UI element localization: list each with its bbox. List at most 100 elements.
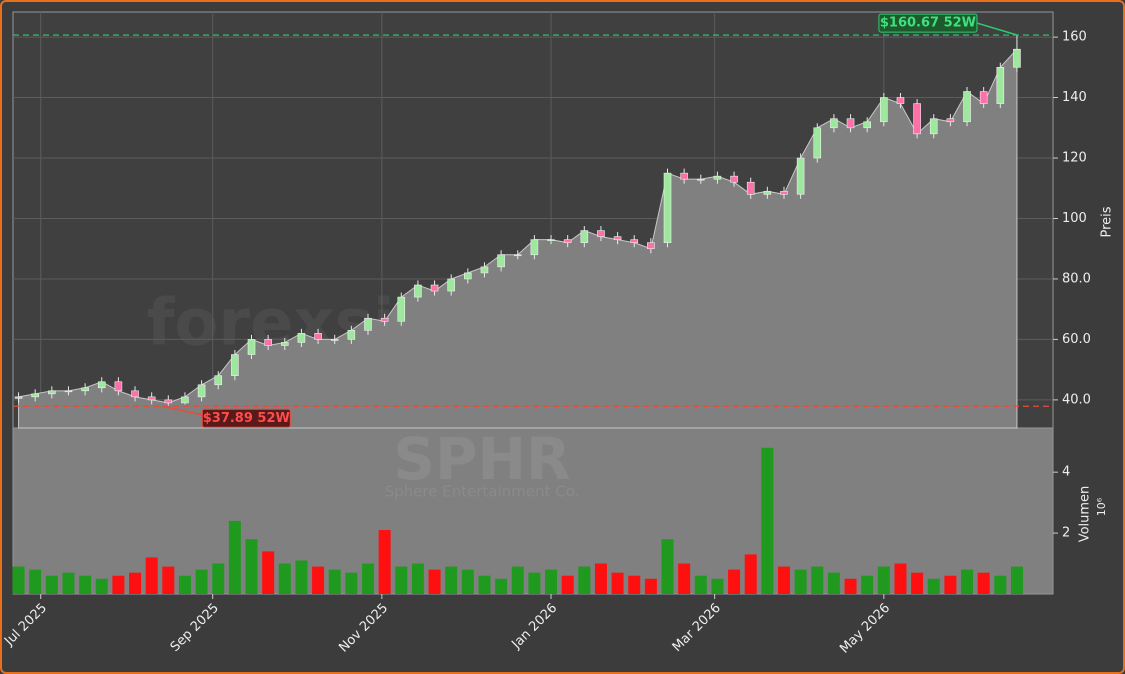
volume-bar — [894, 563, 907, 594]
x-tick-label: Jul 2025 — [2, 601, 50, 650]
candle-body — [863, 121, 871, 129]
high-label: $160.67 52W — [880, 16, 976, 31]
volume-panel — [12, 427, 1054, 595]
candle-body — [680, 172, 688, 180]
volume-bar — [328, 569, 341, 594]
candle-body — [14, 396, 23, 399]
candle-body — [430, 284, 439, 292]
volume-bar — [29, 569, 42, 594]
volume-bar — [794, 569, 807, 594]
candle-body — [1013, 48, 1021, 68]
volume-bar — [578, 566, 591, 594]
volume-bar — [361, 563, 374, 594]
volume-bar — [661, 539, 674, 594]
x-tick-label: Mar 2026 — [670, 601, 724, 655]
volume-bar — [711, 578, 724, 594]
candle-body — [963, 91, 971, 123]
candle-body — [979, 91, 988, 104]
volume-bar — [112, 575, 125, 594]
high-label-box — [878, 13, 978, 33]
candle-body — [547, 239, 555, 241]
volume-bar — [95, 578, 108, 594]
candle-body — [946, 118, 955, 123]
candle-body — [64, 390, 73, 393]
y-tick-label: 100 — [1062, 211, 1087, 226]
volume-bar — [495, 578, 508, 594]
volume-bar — [345, 572, 358, 594]
volume-bar — [694, 575, 707, 594]
company-watermark: Sphere Entertainment Co. — [385, 483, 580, 501]
candle-body — [214, 375, 223, 386]
candle-body — [780, 190, 788, 195]
candle-body — [414, 284, 422, 298]
volume-bar — [45, 575, 58, 594]
candle-body — [913, 103, 921, 135]
candle-body — [81, 387, 89, 392]
candle-body — [663, 172, 672, 243]
high-arrow — [976, 22, 1018, 36]
candle-body — [380, 317, 389, 322]
candle-body — [164, 399, 173, 404]
candle-body — [114, 381, 123, 392]
volume-bar — [428, 569, 441, 594]
candle-body — [929, 118, 938, 135]
y-tick-label: 60.0 — [1062, 332, 1091, 347]
volume-bar — [644, 578, 657, 594]
symbol-watermark: SPHR — [393, 425, 570, 493]
y-tick-label: 120 — [1062, 151, 1087, 166]
candle-body — [197, 384, 206, 398]
volume-bar — [312, 566, 325, 594]
price-area — [18, 47, 1018, 429]
volume-bar — [228, 520, 241, 594]
candle-body — [297, 333, 306, 343]
candle-body — [131, 390, 139, 398]
candle-body — [746, 181, 755, 195]
volume-bar — [212, 563, 225, 594]
candle-body — [580, 230, 589, 243]
candle-body — [647, 242, 655, 250]
candle-body — [31, 393, 39, 398]
volume-bar — [761, 447, 774, 594]
candle-body — [181, 396, 189, 404]
candle-body — [846, 118, 855, 129]
y-tick-label: 40.0 — [1062, 392, 1091, 407]
x-tick-label: Nov 2025 — [336, 601, 391, 656]
candle-body — [480, 266, 489, 274]
candle-body — [147, 396, 156, 401]
candle-body — [796, 157, 805, 195]
volume-bar — [12, 566, 25, 594]
x-tick-label: Sep 2025 — [168, 601, 222, 655]
volume-bar — [1010, 566, 1023, 594]
candle-body — [397, 296, 406, 322]
volume-bar — [827, 572, 840, 594]
volume-bar — [911, 572, 924, 594]
volume-bar — [961, 569, 974, 594]
candle-body — [763, 190, 772, 195]
volume-bar — [927, 578, 940, 594]
volume-bar — [811, 566, 824, 594]
candle-body — [97, 381, 106, 389]
y-tick-label: 2 — [1062, 526, 1070, 541]
volume-bar — [395, 566, 408, 594]
volume-bar — [594, 563, 607, 594]
volume-bar — [877, 566, 890, 594]
candle-body — [247, 339, 256, 355]
y-axis-label: Preis — [1100, 206, 1115, 237]
candle-body — [48, 390, 56, 395]
candle-body — [280, 342, 289, 346]
x-tick-label: May 2026 — [837, 601, 893, 657]
candle-body — [996, 67, 1005, 104]
volume-bar — [195, 569, 208, 594]
low-label-box — [201, 408, 291, 428]
volume-bar — [461, 569, 474, 594]
volume-bar — [861, 575, 874, 594]
volume-bar — [545, 569, 558, 594]
candle-body — [696, 178, 705, 181]
volume-bar — [278, 563, 291, 594]
volume-bar — [245, 539, 258, 594]
volume-bar — [145, 557, 158, 594]
volume-bar — [844, 578, 857, 594]
candle-body — [563, 239, 572, 243]
